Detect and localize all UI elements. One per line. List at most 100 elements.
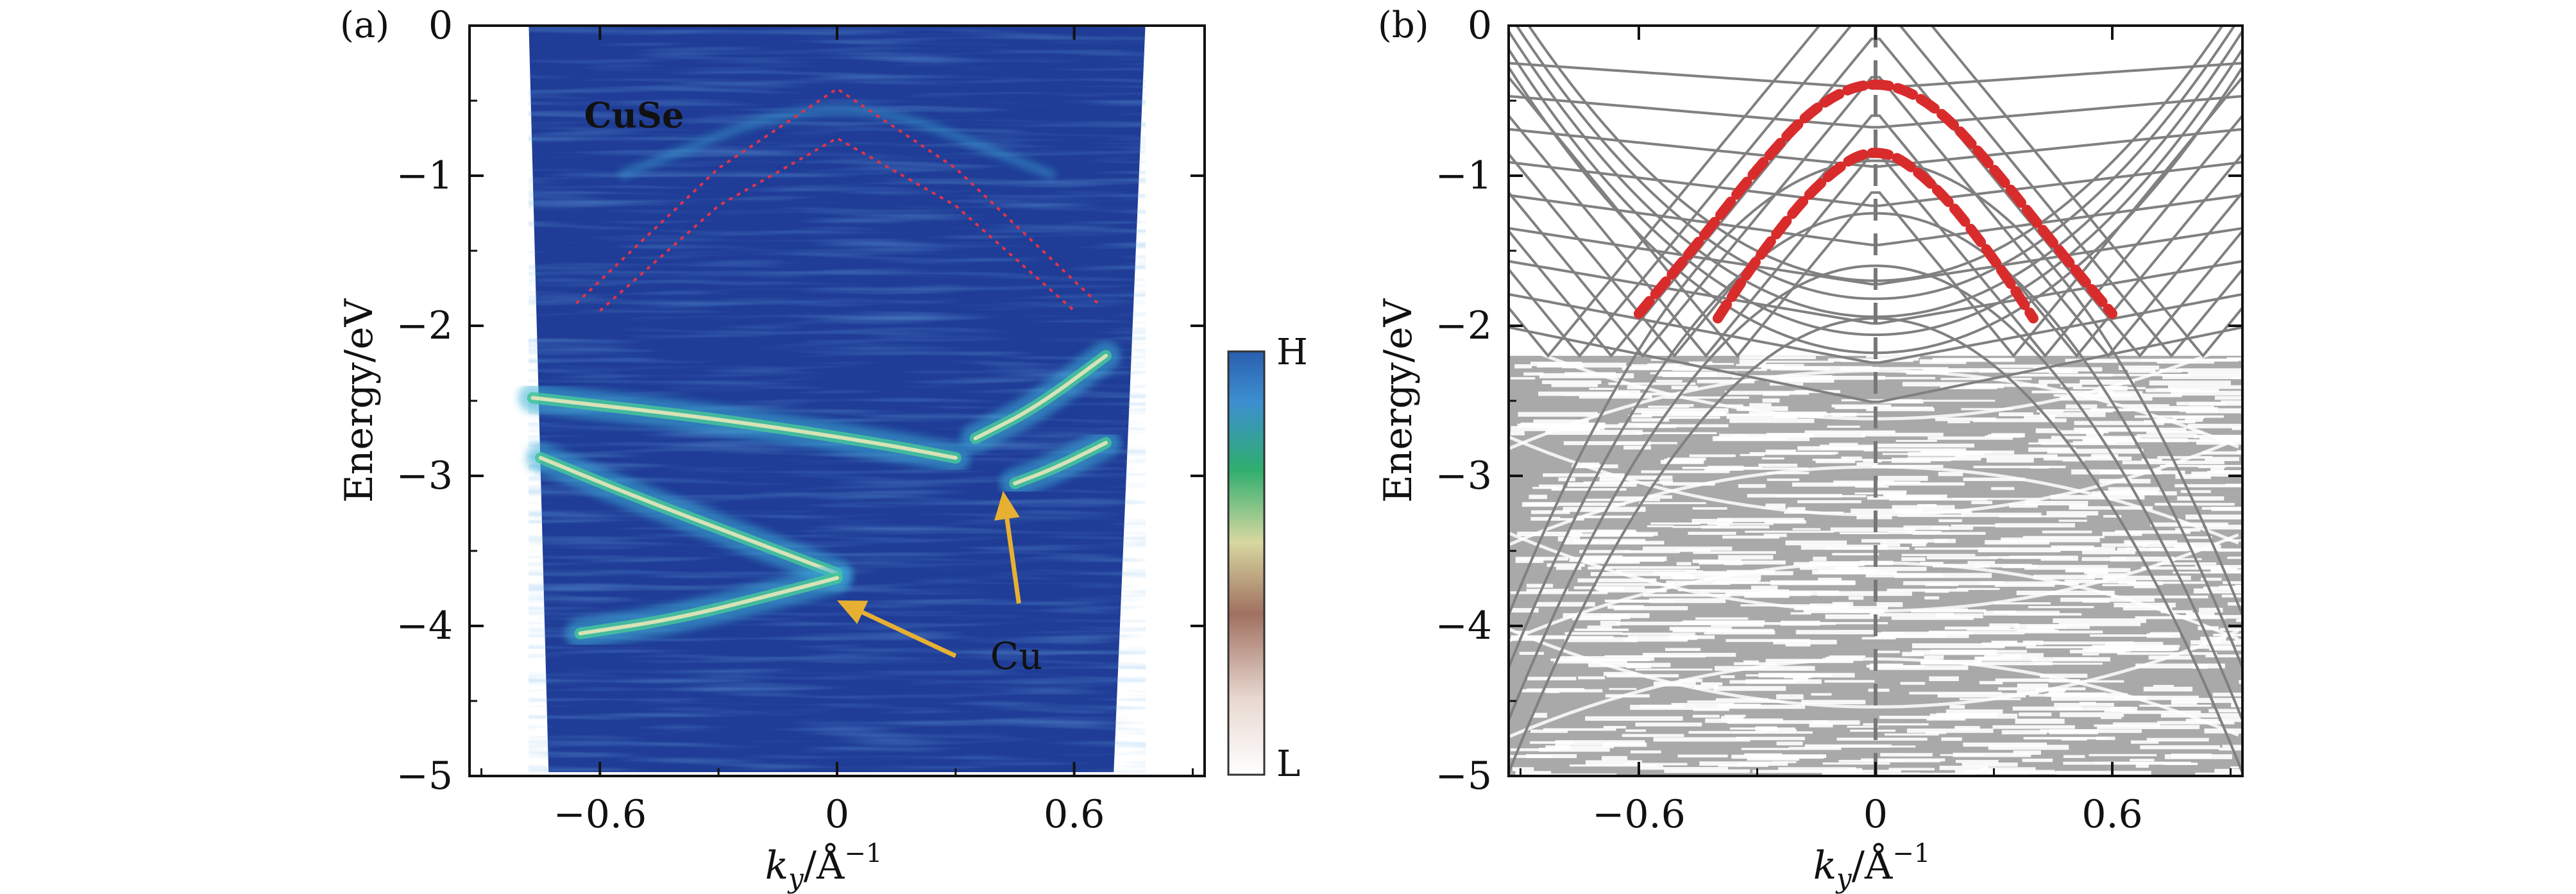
dense-gap xyxy=(2024,564,2108,570)
dense-gap xyxy=(1688,532,1736,536)
dense-gap xyxy=(1750,754,1827,758)
dense-gap xyxy=(1529,741,1573,744)
panel-a-ticks: −0.6 0 0.6 0 −1 −2 −3 −4 −5 xyxy=(396,3,1205,837)
dense-gap xyxy=(1588,662,1671,668)
dense-gap xyxy=(1736,622,1836,625)
dense-gap xyxy=(2105,641,2164,646)
dense-gap xyxy=(2033,575,2095,580)
dense-gap xyxy=(1603,671,1637,676)
dense-gap xyxy=(1715,666,1815,671)
dense-gap xyxy=(2023,630,2103,634)
dense-gap xyxy=(1861,637,1896,640)
dense-gap xyxy=(2009,555,2053,558)
cu-arrow-head xyxy=(837,600,869,624)
dense-gap xyxy=(1718,555,1774,560)
dense-gap xyxy=(1630,705,1727,710)
dense-gap xyxy=(1678,589,1720,591)
dense-gap xyxy=(2060,383,2082,387)
dense-gap xyxy=(1919,359,1967,364)
dense-gap xyxy=(1991,487,2015,491)
dense-gap xyxy=(2080,379,2135,385)
dense-gap xyxy=(1648,405,1690,408)
dense-gap xyxy=(1608,588,1623,591)
dense-gap xyxy=(1761,457,1784,460)
dense-gap xyxy=(1530,510,1570,514)
colorbar-high-label: H xyxy=(1276,332,1308,373)
dense-gap xyxy=(1515,557,1569,561)
dense-gap xyxy=(2039,729,2142,733)
dense-gap xyxy=(2227,556,2242,559)
dense-gap xyxy=(1935,417,1997,421)
dense-gap xyxy=(1773,639,1837,645)
dense-gap xyxy=(1897,514,1965,518)
dense-gap xyxy=(1937,693,2026,698)
dense-gap xyxy=(1669,635,1697,640)
dense-gap xyxy=(1881,631,1973,635)
dense-gap xyxy=(2128,406,2214,411)
dense-gap xyxy=(2102,584,2157,586)
dense-gap xyxy=(1749,403,1772,407)
dense-gap xyxy=(1743,660,1759,664)
dense-gap xyxy=(2063,761,2165,765)
dense-gap xyxy=(2101,543,2148,547)
dense-gap xyxy=(2126,542,2219,545)
panel-a-x-tick-label: 0 xyxy=(825,792,849,837)
dense-gap xyxy=(1788,746,1842,750)
dense-gap xyxy=(2089,634,2173,637)
bright-band-core xyxy=(973,353,1108,441)
dense-gap xyxy=(1677,754,1728,758)
dense-gap xyxy=(1616,569,1697,572)
dense-gap xyxy=(1511,376,1536,380)
dense-gap xyxy=(2117,652,2217,655)
dense-gap xyxy=(1512,767,1534,772)
dense-gap xyxy=(2099,478,2151,484)
dense-gap xyxy=(1664,396,1749,399)
dense-gap xyxy=(1567,482,1637,487)
dense-gap xyxy=(1792,528,1821,530)
dense-gap xyxy=(1949,705,1965,709)
dense-gap xyxy=(2014,624,2067,629)
dense-gap xyxy=(1961,512,2042,518)
dense-gap xyxy=(1525,754,1577,759)
dense-gap xyxy=(1911,643,2005,648)
dense-gap xyxy=(1656,380,1682,383)
dense-gap xyxy=(2056,707,2131,711)
dense-gap xyxy=(2069,650,2126,654)
dense-gap xyxy=(1721,716,1744,721)
dense-gap xyxy=(2103,515,2122,518)
dense-gap xyxy=(2009,503,2038,508)
dense-gap xyxy=(1622,632,1696,636)
dense-gap xyxy=(1744,753,1783,757)
dense-gap xyxy=(1911,609,1987,613)
dense-gap xyxy=(1809,723,1833,728)
dense-gap xyxy=(1536,636,1614,639)
dense-gap xyxy=(1987,457,2034,463)
dense-gap xyxy=(1679,621,1763,625)
dense-gap xyxy=(2205,654,2242,658)
dense-gap xyxy=(1880,542,1901,547)
dense-gap xyxy=(1529,494,1547,500)
panel-a-y-tick-label: −4 xyxy=(396,603,453,648)
dense-gap xyxy=(1963,742,2047,747)
dense-gap xyxy=(1812,459,1878,461)
dense-gap xyxy=(1797,500,1861,503)
dense-gap xyxy=(1825,614,1880,620)
dense-gap xyxy=(2051,695,2147,701)
dense-gap xyxy=(1625,729,1647,732)
dense-gap xyxy=(2082,550,2135,555)
bright-band-core xyxy=(538,455,839,576)
dense-gap xyxy=(1995,678,2053,682)
dense-gap xyxy=(2133,586,2158,589)
dense-gap xyxy=(1856,462,1878,466)
dense-gap xyxy=(1691,519,1733,524)
dense-gap xyxy=(1995,523,2075,528)
dense-gap xyxy=(1607,605,1644,609)
dense-gap xyxy=(1811,376,1885,380)
calculated-band xyxy=(1515,26,2236,300)
dense-gap xyxy=(2212,693,2242,696)
dense-gap xyxy=(1659,480,1674,484)
dense-gap xyxy=(1545,430,1643,435)
dense-gap xyxy=(1738,484,1766,488)
dense-gap xyxy=(1952,498,2040,500)
dense-gap xyxy=(1912,532,1986,535)
